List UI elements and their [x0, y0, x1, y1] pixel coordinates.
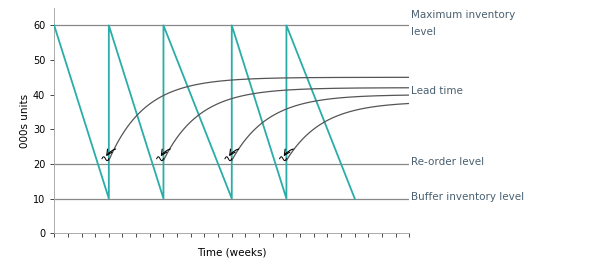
Text: Buffer inventory level: Buffer inventory level: [411, 192, 524, 202]
Text: Lead time: Lead time: [411, 86, 462, 96]
Text: level: level: [411, 28, 436, 38]
X-axis label: Time (weeks): Time (weeks): [197, 248, 267, 258]
Text: Maximum inventory: Maximum inventory: [411, 10, 515, 20]
Y-axis label: 000s units: 000s units: [20, 94, 30, 148]
Text: Re-order level: Re-order level: [411, 157, 484, 167]
